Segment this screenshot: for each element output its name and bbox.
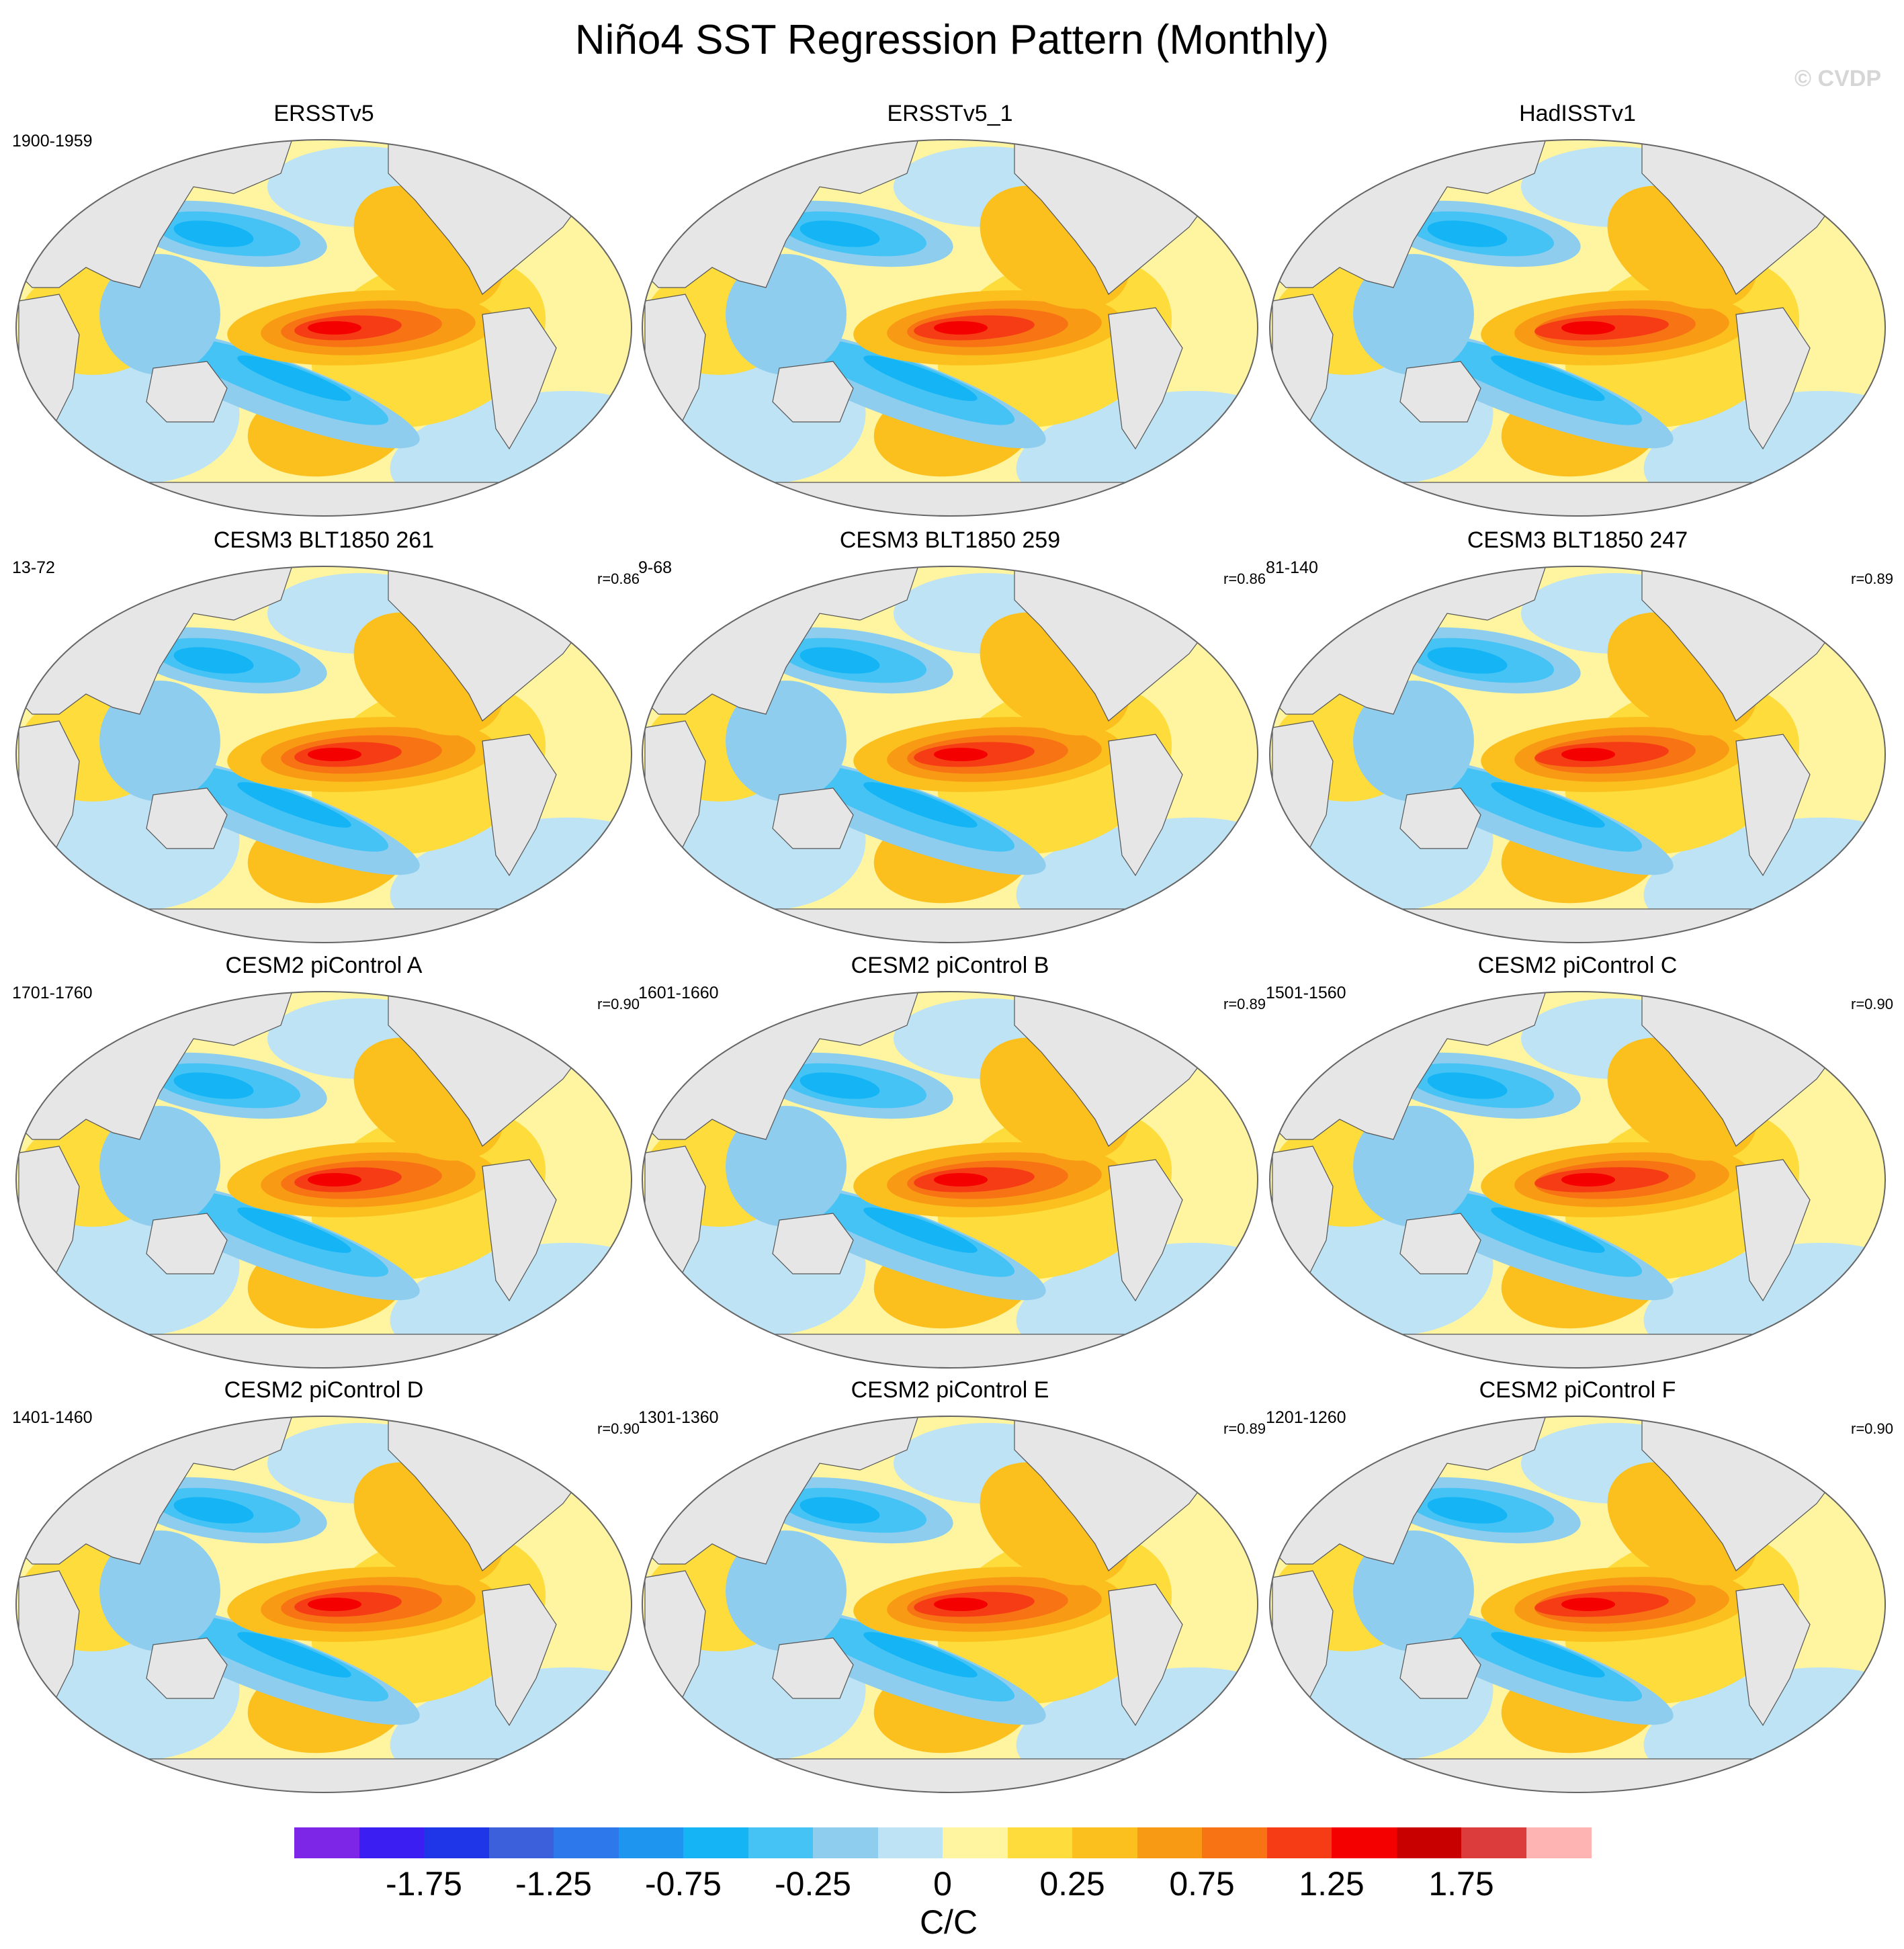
panel-correlation: r=0.86 [1223, 570, 1266, 587]
panel-period: 81-140 [1266, 558, 1318, 577]
map-panel: CESM2 piControl C 1501-1560 r=0.90 [1266, 953, 1893, 1376]
map-panel: ERSSTv5_1 [638, 101, 1262, 524]
world-map [1269, 566, 1886, 943]
panel-period: 1501-1560 [1266, 984, 1346, 1002]
map-panel: CESM2 piControl D 1401-1460 r=0.90 [12, 1377, 640, 1801]
colorbar-swatch [554, 1827, 619, 1858]
colorbar-tick-label: 1.25 [1299, 1865, 1365, 1903]
colorbar-tick-label: -0.75 [645, 1865, 722, 1903]
colorbar-swatch [943, 1827, 1008, 1858]
colorbar-swatch [294, 1827, 359, 1858]
panel-title: ERSSTv5_1 [887, 101, 1013, 126]
map-panel: CESM2 piControl A 1701-1760 r=0.90 [12, 953, 640, 1376]
panel-period: 9-68 [638, 558, 673, 577]
colorbar-swatch [748, 1827, 814, 1858]
panel-period: 1401-1460 [12, 1408, 93, 1427]
colorbar-swatch [1461, 1827, 1526, 1858]
panel-period: 13-72 [12, 558, 55, 577]
panel-period: 1201-1260 [1266, 1408, 1346, 1427]
panel-correlation: r=0.89 [1851, 570, 1893, 587]
map-panel: CESM2 piControl B 1601-1660 r=0.89 [638, 953, 1266, 1376]
colorbar-tick-label: -1.75 [386, 1865, 462, 1903]
panel-title: CESM2 piControl F [1479, 1377, 1676, 1403]
colorbar-swatch [813, 1827, 878, 1858]
world-map [15, 1416, 632, 1793]
colorbar-swatch [1202, 1827, 1267, 1858]
panel-period: 1301-1360 [638, 1408, 719, 1427]
colorbar-swatch [1137, 1827, 1203, 1858]
colorbar-swatch [1266, 1827, 1332, 1858]
panel-title: CESM2 piControl A [225, 953, 423, 978]
map-panel: CESM3 BLT1850 247 81-140 r=0.89 [1266, 527, 1893, 951]
colorbar-tick-label: -1.25 [515, 1865, 592, 1903]
map-panel: CESM3 BLT1850 259 9-68 r=0.86 [638, 527, 1266, 951]
panel-correlation: r=0.90 [1851, 996, 1893, 1012]
panel-correlation: r=0.90 [597, 996, 640, 1012]
colorbar-swatch [1072, 1827, 1137, 1858]
panel-title: HadISSTv1 [1519, 101, 1636, 126]
world-map [642, 566, 1258, 943]
panel-correlation: r=0.89 [1223, 996, 1266, 1012]
panel-period: 1601-1660 [638, 984, 719, 1002]
colorbar-swatch [1526, 1827, 1592, 1858]
world-map [15, 566, 632, 943]
colorbar-swatch [424, 1827, 489, 1858]
world-map [1269, 991, 1886, 1369]
world-map [15, 139, 632, 517]
colorbar-tick-label: 0.25 [1039, 1865, 1105, 1903]
map-panel: HadISSTv1 [1266, 101, 1889, 524]
colorbar-tick-label: 1.75 [1428, 1865, 1494, 1903]
cvdp-watermark: © CVDP [1794, 66, 1881, 91]
world-map [642, 139, 1258, 517]
panel-title: ERSSTv5 [273, 101, 374, 126]
panel-title: CESM3 BLT1850 259 [839, 527, 1061, 553]
figure-title: Niño4 SST Regression Pattern (Monthly) [574, 17, 1330, 63]
world-map [1269, 1416, 1886, 1793]
colorbar-swatch [359, 1827, 425, 1858]
colorbar-swatch [1396, 1827, 1462, 1858]
world-map [15, 991, 632, 1369]
world-map [642, 1416, 1258, 1793]
colorbar-tick-label: -0.25 [775, 1865, 851, 1903]
colorbar-unit: C/C [919, 1903, 978, 1941]
panel-period: 1900-1959 [12, 132, 93, 150]
panel-period: 1701-1760 [12, 984, 93, 1002]
panel-correlation: r=0.90 [1851, 1420, 1893, 1437]
map-panel: CESM2 piControl E 1301-1360 r=0.89 [638, 1377, 1266, 1801]
world-map [642, 991, 1258, 1369]
map-panel: ERSSTv5 1900-1959 [12, 101, 636, 524]
panel-title: CESM2 piControl E [851, 1377, 1049, 1403]
panel-correlation: r=0.89 [1223, 1420, 1266, 1437]
panel-title: CESM2 piControl D [224, 1377, 424, 1403]
panel-correlation: r=0.86 [597, 570, 640, 587]
colorbar-swatch [1332, 1827, 1397, 1858]
panel-title: CESM2 piControl B [851, 953, 1049, 978]
map-panel: CESM3 BLT1850 261 13-72 r=0.86 [12, 527, 640, 951]
panel-correlation: r=0.90 [597, 1420, 640, 1437]
panel-title: CESM3 BLT1850 261 [213, 527, 435, 553]
map-panel: CESM2 piControl F 1201-1260 r=0.90 [1266, 1377, 1893, 1801]
colorbar-swatch [618, 1827, 684, 1858]
panel-title: CESM3 BLT1850 247 [1467, 527, 1688, 553]
colorbar-tick-label: 0.75 [1169, 1865, 1235, 1903]
world-map [1269, 139, 1886, 517]
panel-title: CESM2 piControl C [1477, 953, 1678, 978]
colorbar-swatch [877, 1827, 943, 1858]
colorbar-swatch [1007, 1827, 1073, 1858]
colorbar-tick-label: 0 [933, 1865, 952, 1903]
colorbar-swatch [683, 1827, 748, 1858]
colorbar-swatch [488, 1827, 554, 1858]
